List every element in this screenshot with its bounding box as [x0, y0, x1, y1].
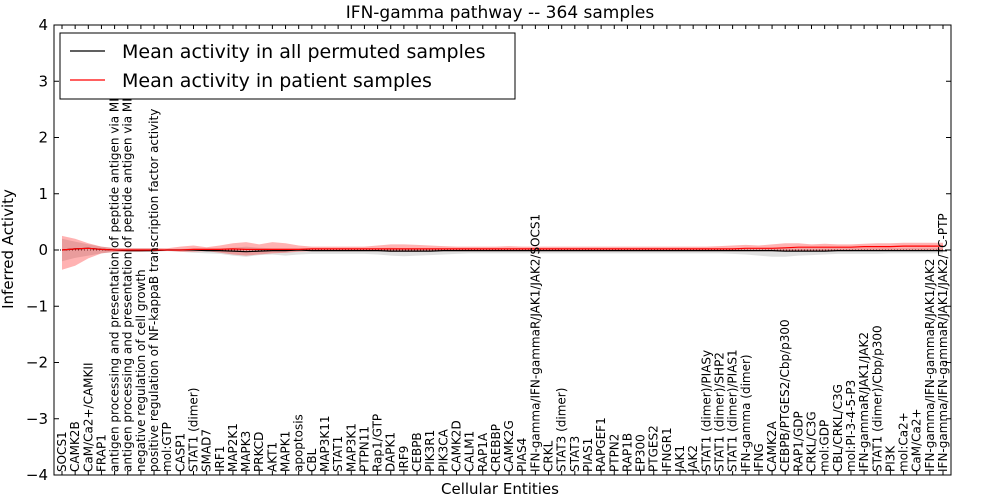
- entity-label: antigen processing and presentation of p…: [108, 43, 122, 472]
- entity-label: PTPN11: [357, 426, 371, 472]
- entity-label: RAP1/GDP: [791, 411, 805, 472]
- entity-label: RAPGEF1: [594, 417, 608, 472]
- y-tick-label: 2: [38, 129, 48, 147]
- entity-label: mol:GDP: [818, 420, 832, 472]
- entity-label: JAK2: [686, 445, 700, 473]
- entity-label: SOCS1: [55, 431, 69, 472]
- entity-label: MAP3K11: [318, 415, 332, 472]
- y-tick-label: −1: [26, 297, 48, 315]
- entity-label: SMAD7: [200, 429, 214, 472]
- entity-label: Rap1/GTP: [371, 414, 385, 472]
- entity-label: STAT1: [331, 436, 345, 472]
- entity-label: antigen processing and presentation of p…: [121, 40, 135, 472]
- entity-label: CEBPB/PTGES2/Cbp/p300: [778, 319, 792, 472]
- y-tick-label: −4: [26, 466, 48, 484]
- y-tick-label: −2: [26, 354, 48, 372]
- entity-label: CASP1: [173, 433, 187, 472]
- entity-label: CBL/CRKL/C3G: [831, 384, 845, 472]
- patient-mean-line: [61, 245, 943, 251]
- entity-label: IFN-gamma/IFN-gammaR/JAK1/JAK2: [923, 259, 937, 472]
- entity-label: apoptosis: [292, 414, 306, 472]
- entity-label: mol:GTP: [160, 422, 174, 472]
- legend-box: [59, 32, 516, 100]
- entity-label: CAMK2D: [450, 420, 464, 472]
- entity-label: CAMK2G: [502, 420, 516, 472]
- entity-label: CaM/Ca2+/CAMKII: [81, 363, 95, 472]
- entity-label: FRAP1: [94, 434, 108, 472]
- chart-title: IFN-gamma pathway -- 364 samples: [346, 3, 655, 23]
- entity-label: IFN-gamma/IFN-gammaR/JAK1/JAK2/SOCS1: [528, 214, 542, 472]
- entity-label: STAT1 (dimer)/Cbp/p300: [870, 325, 884, 472]
- entity-label: PIK3R1: [423, 430, 437, 472]
- entity-label: STAT1 (dimer)/PIAS1: [726, 349, 740, 472]
- entity-label: MAPK1: [279, 431, 293, 472]
- entity-label: IFNGR1: [660, 427, 674, 472]
- patient-confidence-band: [62, 235, 943, 270]
- permuted-mean-line: [61, 247, 943, 253]
- entity-label: mol:Ca2+: [897, 412, 911, 472]
- y-tick-label: −3: [26, 410, 48, 428]
- entity-label: MAP2K1: [226, 423, 240, 472]
- y-tick-label: 0: [38, 241, 48, 259]
- entity-label: AKT1: [265, 442, 279, 472]
- entity-label: CaM/Ca2+: [910, 408, 924, 472]
- y-tick-label: 3: [38, 72, 48, 90]
- entity-label: CALM1: [463, 431, 477, 472]
- entity-label: IFN-gammaR/JAK1/JAK2: [857, 332, 871, 472]
- entity-label: EP300: [634, 434, 648, 472]
- entity-label: CREBBP: [489, 424, 503, 472]
- entity-label: STAT3 (dimer): [555, 388, 569, 472]
- entity-label: PRKCD: [252, 432, 266, 472]
- entity-label: PIK3CA: [436, 428, 450, 472]
- entity-label: PTGES2: [647, 425, 661, 472]
- legend-label-permuted: Mean activity in all permuted samples: [122, 41, 485, 63]
- entity-label: STAT3: [568, 436, 582, 472]
- entity-label: STAT1 (dimer): [187, 388, 201, 472]
- entity-label: STAT1 (dimer)/SHP2: [713, 352, 727, 472]
- entity-label: PIAS1: [581, 438, 595, 472]
- entity-label: negative regulation of cell growth: [134, 269, 148, 472]
- entity-label: CEBPB: [410, 432, 424, 472]
- entity-label: CRKL: [542, 440, 556, 472]
- entity-label: CAMK2A: [765, 421, 779, 472]
- entity-label: IFN-gamma (dimer): [739, 354, 753, 472]
- entity-label: positive regulation of NF-kappaB transcr…: [147, 109, 161, 472]
- y-tick-label: 4: [38, 16, 48, 34]
- entity-label: CAMK2B: [68, 421, 82, 472]
- y-tick-label: 1: [38, 185, 48, 203]
- plot-area: −4 −3 −2 −1 0 1 2 3 4 SOCS1 CAMK2B CaM/Ca2+/CAMKII F…: [26, 16, 952, 484]
- entity-label: IRF9: [397, 446, 411, 472]
- entity-label: IFN-gamma/IFN-gammaR/JAK1/JAK2/TC-PTP: [936, 213, 950, 472]
- entity-label: PTPN2: [607, 434, 621, 472]
- entity-label: CRKL/C3G: [805, 411, 819, 472]
- entity-label: DAPK1: [384, 432, 398, 472]
- entity-label: STAT1 (dimer)/PIASy: [699, 350, 713, 472]
- entity-label: RAP1B: [620, 433, 634, 472]
- legend: Mean activity in all permuted samples Me…: [59, 32, 516, 100]
- entity-label: MAP3K1: [344, 423, 358, 472]
- entity-label: CBL: [305, 448, 319, 472]
- entity-label: PI3K: [883, 445, 897, 472]
- y-axis-title: Inferred Activity: [0, 189, 17, 309]
- legend-label-patient: Mean activity in patient samples: [122, 70, 432, 92]
- plot-frame: [53, 24, 952, 476]
- entity-label: mol:PI-3-4-5-P3: [844, 380, 858, 472]
- entity-label: IFNG: [752, 443, 766, 472]
- entity-label: PIAS4: [515, 438, 529, 472]
- entity-label: IRF1: [213, 446, 227, 472]
- x-axis-title: Cellular Entities: [441, 480, 559, 498]
- entity-label: RAP1A: [476, 432, 490, 472]
- entity-label: MAPK3: [239, 431, 253, 472]
- entity-label: JAK1: [673, 445, 687, 473]
